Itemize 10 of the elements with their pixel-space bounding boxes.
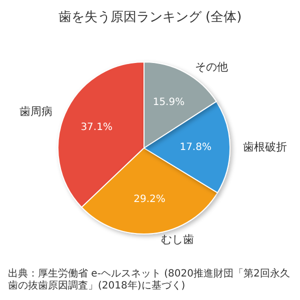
data-label: 37.1% (80, 122, 112, 134)
slice-label: 歯根破折 (242, 140, 287, 154)
slice-label: その他 (195, 60, 228, 74)
slice-label: 歯周病 (19, 105, 52, 118)
data-label: 17.8% (180, 142, 212, 153)
slice-label: むし歯 (160, 232, 194, 246)
source-note: 出典：厚生労働省 e-ヘルスネット (8020推進財団「第2回永久歯の抜歯原因調査」(2018年)に基づく) (8, 268, 290, 292)
data-label: 15.9% (152, 97, 185, 108)
data-label: 29.2% (134, 194, 166, 205)
chart-title: 歯を失う原因ランキング (全体) (58, 10, 242, 25)
